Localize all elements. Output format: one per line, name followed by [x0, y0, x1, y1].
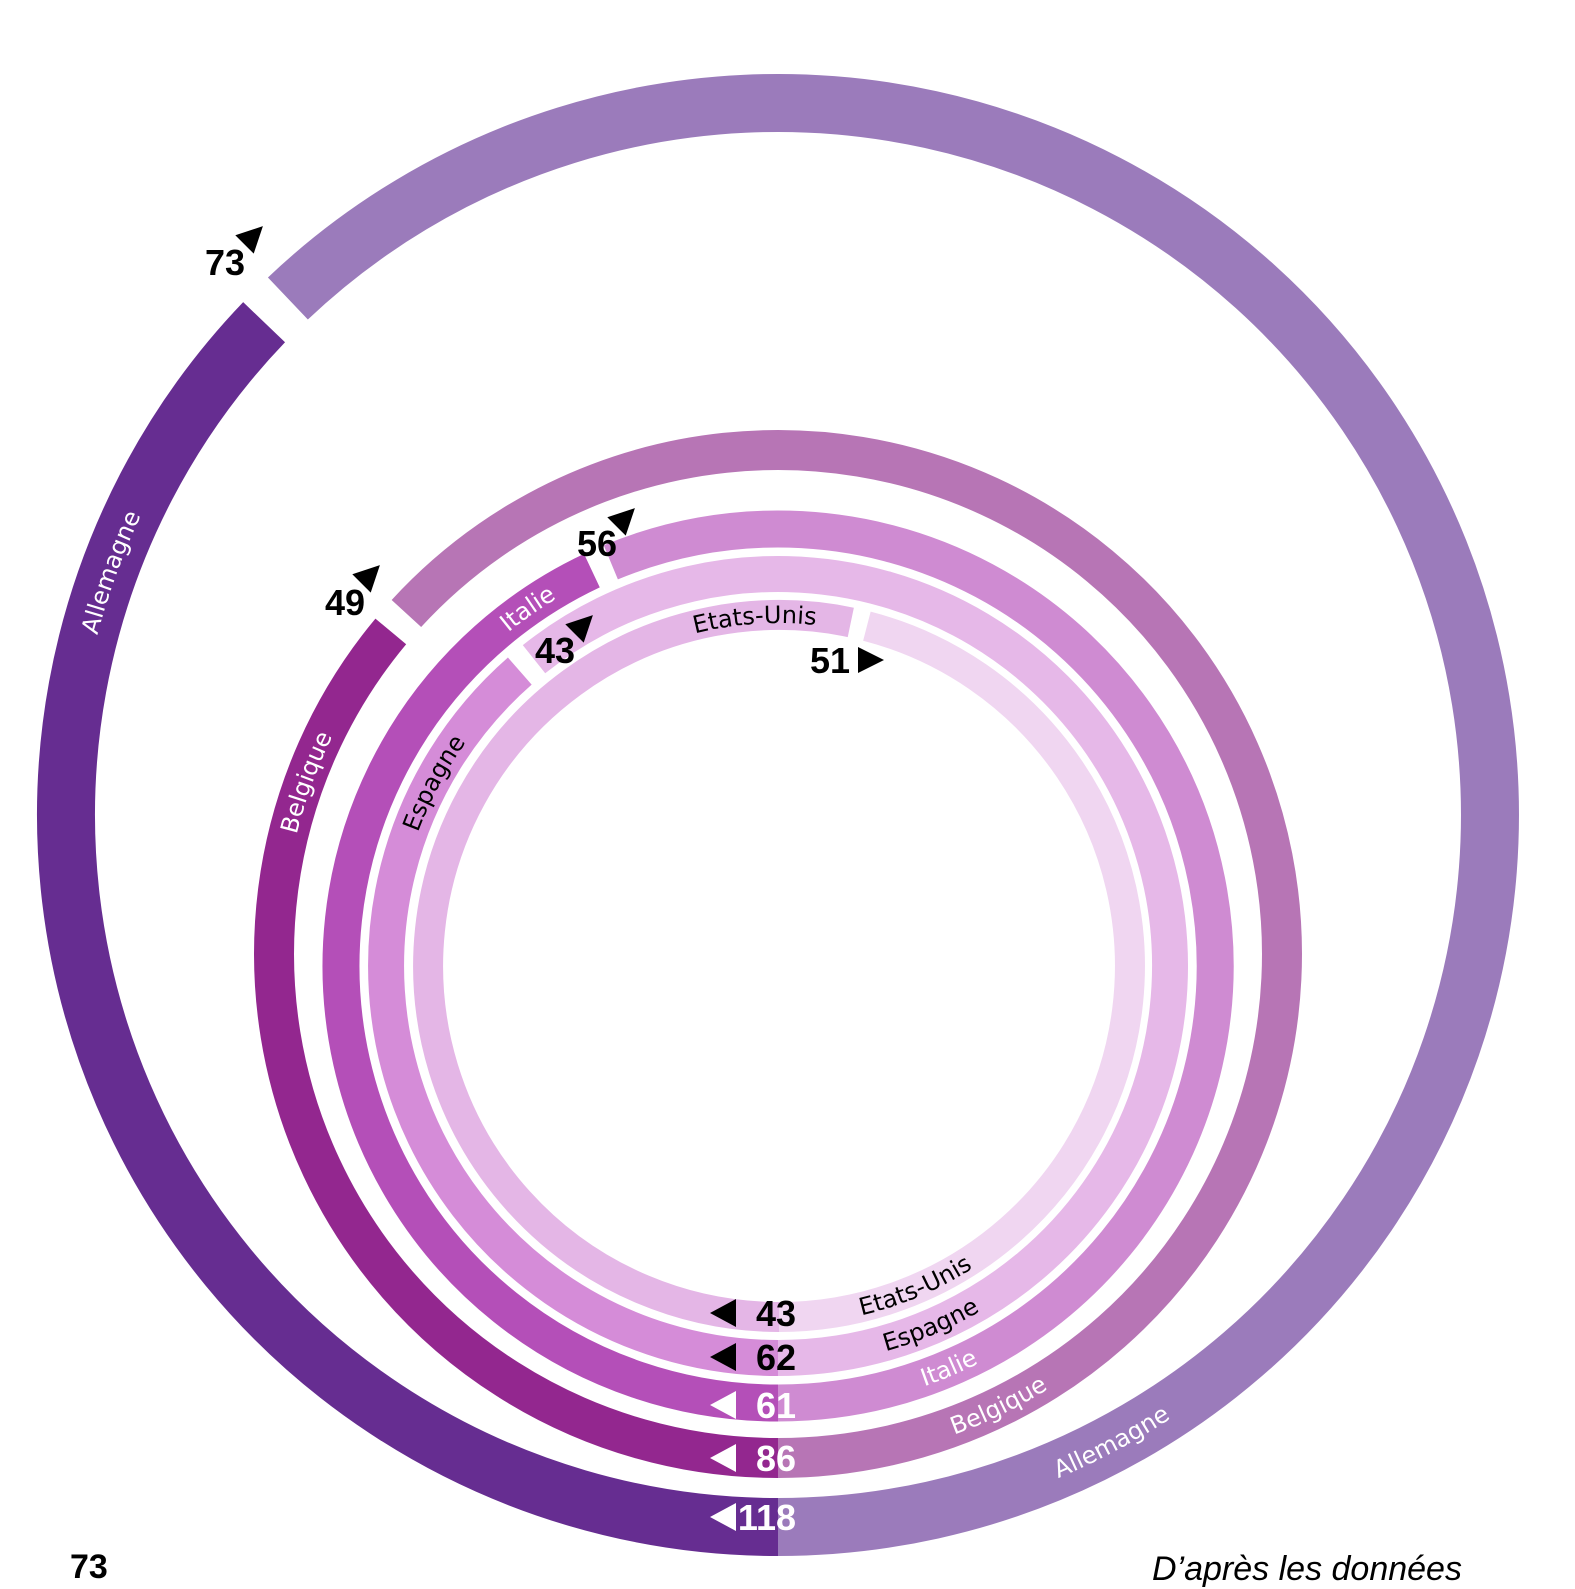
start-value-etats-unis: 43 — [756, 1293, 796, 1334]
start-value-italie: 61 — [756, 1385, 796, 1426]
arc-dark-belgique — [254, 618, 779, 1478]
left-triangle-icon — [710, 1391, 736, 1419]
start-value-allemagne: 118 — [738, 1497, 796, 1538]
arc-dark-espagne — [368, 657, 779, 1376]
arc-light-italie — [603, 510, 1234, 1422]
arc-dark-etats-unis — [413, 600, 854, 1332]
end-value-allemagne: 73 — [205, 242, 245, 283]
left-triangle-icon — [710, 1343, 736, 1371]
left-triangle-icon — [710, 1444, 736, 1472]
arc-dark-italie — [322, 553, 779, 1422]
end-value-etats-unis: 51 — [810, 640, 850, 681]
left-triangle-icon — [710, 1503, 736, 1531]
start-value-espagne: 62 — [756, 1337, 796, 1378]
triangle-icon — [607, 508, 635, 536]
footer-source: D’après les données — [1152, 1550, 1462, 1588]
arc-light-allemagne — [267, 74, 1519, 1556]
end-value-belgique: 49 — [325, 582, 365, 623]
triangle-icon — [858, 647, 884, 673]
end-value-italie: 56 — [577, 523, 617, 564]
start-value-belgique: 86 — [756, 1438, 796, 1479]
left-triangle-icon — [710, 1299, 736, 1327]
triangle-icon — [565, 615, 593, 643]
arc-light-espagne — [522, 556, 1188, 1376]
arc-light-etats-unis — [778, 611, 1145, 1332]
arc-light-belgique — [391, 430, 1302, 1478]
end-value-espagne: 43 — [535, 630, 575, 671]
arc-dark-allemagne — [37, 302, 779, 1556]
footer-legend-value: 73 — [70, 1548, 108, 1586]
